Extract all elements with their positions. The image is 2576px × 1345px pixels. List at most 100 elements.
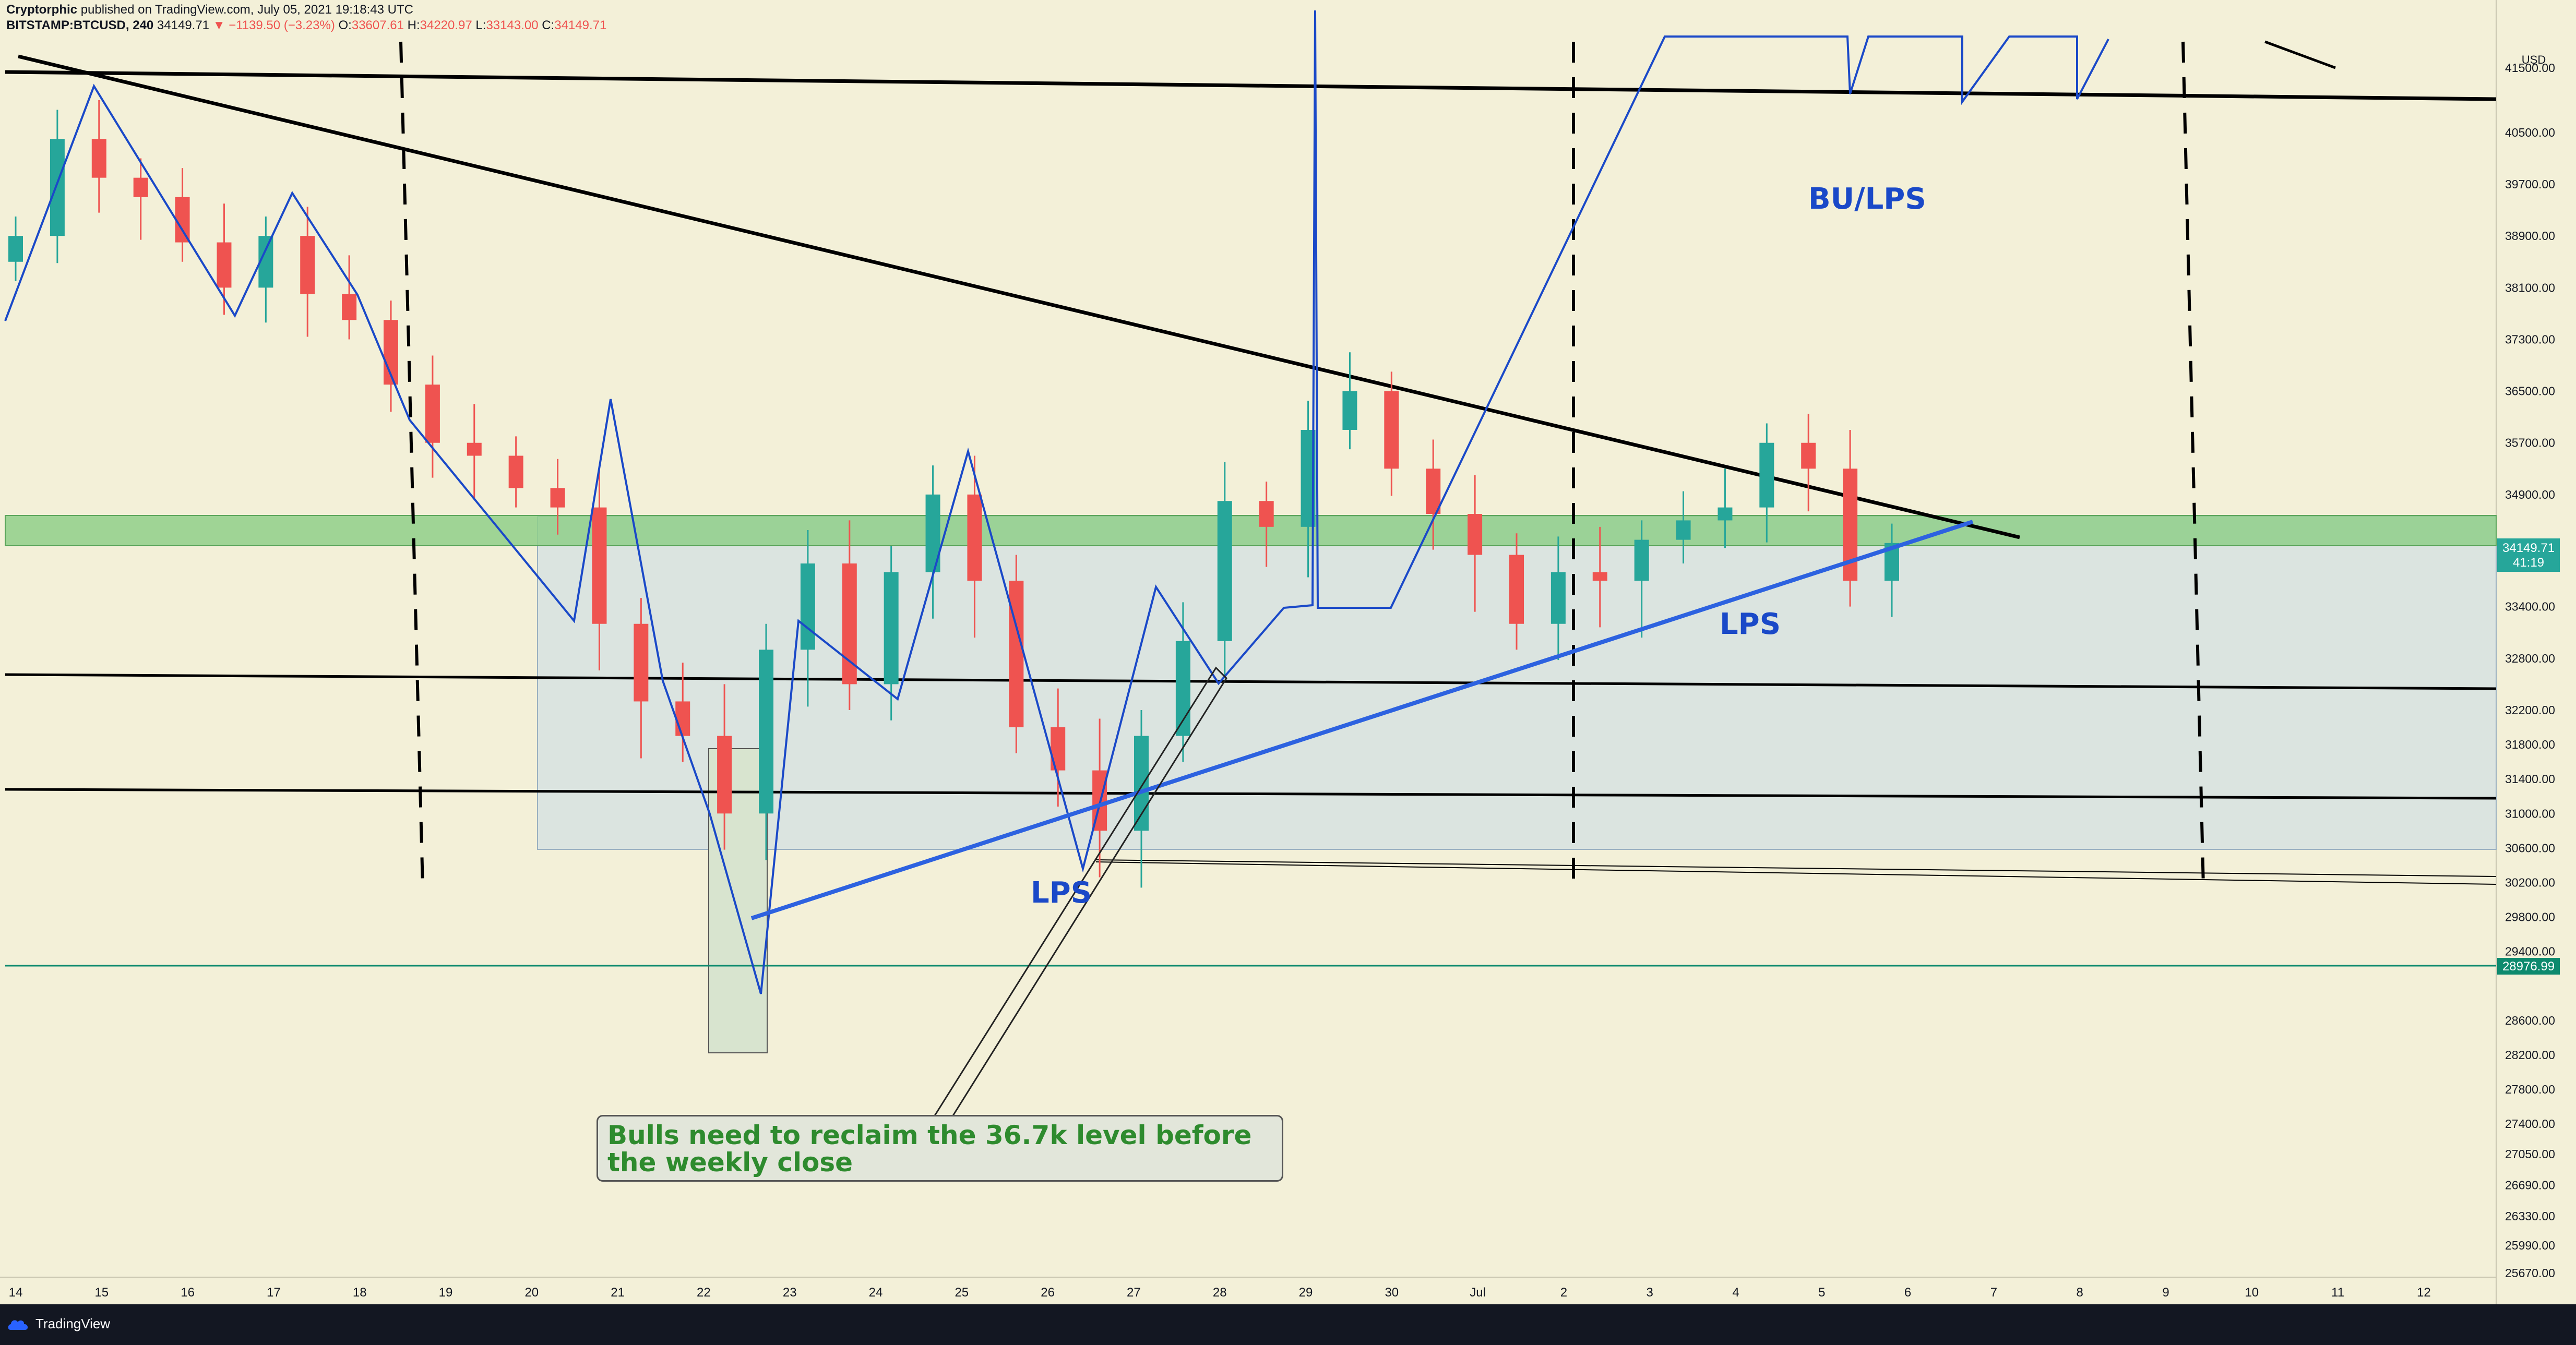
level-line-thin-a — [1095, 859, 2497, 877]
time-tick-label: 2 — [1560, 1286, 1567, 1300]
price-tick-label: 30600.00 — [2505, 841, 2555, 855]
price-tick-label: 38900.00 — [2505, 229, 2555, 243]
time-tick-label: Jul — [1470, 1286, 1486, 1300]
change-value: ▼ −1139.50 (−3.23%) — [212, 18, 335, 32]
candle-down — [217, 242, 232, 288]
time-tick-label: 17 — [267, 1286, 281, 1300]
low-label: L: — [475, 18, 486, 32]
time-tick-label: 15 — [94, 1286, 109, 1300]
time-tick-label: 11 — [2331, 1286, 2344, 1300]
price-tick-label: 31800.00 — [2505, 738, 2555, 751]
time-tick-group: 14 15 16 17 18 19 20 21 22 23 24 25 26 27 28 29 30 Jul 2 3 4… — [9, 1286, 2431, 1300]
candle-up — [884, 572, 899, 684]
high-value: 34220.97 — [420, 18, 472, 32]
time-tick-label: 14 — [9, 1286, 23, 1300]
candle-up — [1759, 442, 1774, 508]
price-tick-label: 30200.00 — [2505, 875, 2555, 889]
time-tick-label: 26 — [1041, 1286, 1055, 1300]
candle-up — [1634, 539, 1649, 581]
price-value: 34149.71 — [157, 18, 210, 32]
time-tick-label: 27 — [1127, 1286, 1141, 1300]
price-tick-label: 31000.00 — [2505, 807, 2555, 820]
candle-down — [1259, 501, 1274, 527]
price-tick-label: 31400.00 — [2505, 772, 2555, 786]
candle-down — [425, 385, 440, 443]
currency-badge[interactable]: USD — [2522, 53, 2546, 66]
time-tick-label: 3 — [1647, 1286, 1653, 1300]
price-tick-label: 27400.00 — [2505, 1117, 2555, 1131]
price-tick-label: 40500.00 — [2505, 126, 2555, 139]
level-line-32250 — [5, 673, 2497, 690]
price-tick-label: 32800.00 — [2505, 652, 2555, 665]
last-price-badge — [2497, 538, 2560, 572]
time-tick-label: 28 — [1213, 1286, 1227, 1300]
time-tick-label: 20 — [524, 1286, 539, 1300]
candle-up — [1342, 391, 1357, 430]
open-label: O: — [338, 18, 352, 32]
footer-bar — [0, 1304, 2576, 1345]
time-tick-label: 6 — [1904, 1286, 1911, 1300]
candle-down — [91, 139, 106, 178]
candle-down — [175, 197, 190, 243]
candle-up — [1676, 520, 1691, 540]
candle-up — [8, 236, 23, 262]
price-tick-label: 39700.00 — [2505, 177, 2555, 191]
price-tick-label: 37300.00 — [2505, 332, 2555, 346]
candle-down — [550, 488, 565, 508]
candle-up — [1217, 501, 1232, 641]
candle-down — [1592, 572, 1607, 581]
price-tick-label: 28600.00 — [2505, 1014, 2555, 1027]
time-tick-label: 9 — [2162, 1286, 2169, 1300]
time-tick-label: 23 — [783, 1286, 797, 1300]
candle-down — [967, 494, 982, 581]
time-tick-label: 25 — [955, 1286, 969, 1300]
candles-group — [8, 100, 1899, 888]
time-tick-label: 5 — [1818, 1286, 1825, 1300]
resistance-line-top — [5, 70, 2497, 101]
time-tick-label: 24 — [869, 1286, 883, 1300]
support-zone — [5, 515, 2497, 546]
candle-down — [1801, 442, 1816, 469]
time-tick-label: 7 — [1990, 1286, 1997, 1300]
price-tick-label: 38100.00 — [2505, 281, 2555, 294]
author-name[interactable]: Cryptorphic — [6, 3, 78, 17]
price-tick-label: 29400.00 — [2505, 945, 2555, 958]
time-tick-label: 16 — [181, 1286, 195, 1300]
symbol-label[interactable]: BITSTAMP:BTCUSD, 240 — [6, 18, 154, 32]
time-tick-label: 29 — [1299, 1286, 1313, 1300]
short-line-top-right — [2264, 40, 2336, 69]
candle-down — [634, 623, 649, 702]
candle-down — [1426, 469, 1441, 514]
high-label: H: — [407, 18, 420, 32]
candle-down — [1384, 391, 1399, 469]
candle-down — [717, 736, 732, 814]
time-tick-label: 21 — [611, 1286, 625, 1300]
close-value: 34149.71 — [554, 18, 607, 32]
price-axis-panel[interactable] — [2496, 0, 2576, 1304]
ascending-support-line — [750, 520, 1974, 920]
price-tick-label: 35700.00 — [2505, 436, 2555, 450]
candle-down — [1509, 555, 1524, 624]
publish-info: published on TradingView.com, July 05, 2… — [80, 3, 413, 17]
candle-down — [342, 294, 357, 320]
time-tick-label: 8 — [2077, 1286, 2083, 1300]
tradingview-brand[interactable]: TradingView — [6, 1316, 110, 1332]
price-tick-label: 28200.00 — [2505, 1048, 2555, 1062]
time-tick-label: 19 — [439, 1286, 453, 1300]
candle-up — [50, 139, 65, 236]
cloud-logo-icon — [8, 1320, 28, 1330]
marker-price-badge — [2497, 958, 2560, 975]
label-bu-lps: BU/LPS — [1808, 182, 1926, 216]
time-tick-label: 22 — [697, 1286, 711, 1300]
candle-down — [1468, 514, 1483, 555]
candle-down — [1009, 581, 1024, 728]
descending-trendline — [18, 54, 2020, 539]
label-lps-left: LPS — [1031, 876, 1092, 910]
time-tick-label: 18 — [353, 1286, 367, 1300]
candle-up — [759, 650, 773, 814]
time-tick-label: 10 — [2245, 1286, 2259, 1300]
candle-down — [467, 442, 482, 456]
candle-down — [1051, 727, 1066, 771]
annotation-callout: Bulls need to reclaim the 36.7k level be… — [597, 1115, 1283, 1182]
